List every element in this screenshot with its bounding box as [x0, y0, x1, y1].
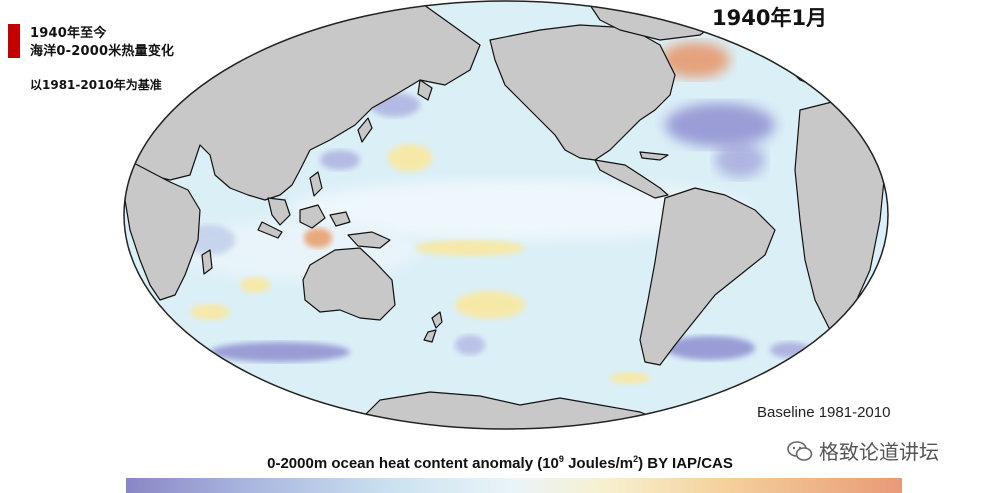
watermark-text: 格致论道讲坛	[819, 440, 939, 464]
cool-anomaly-southern-ocean	[210, 342, 350, 362]
land-australia	[302, 247, 396, 321]
land-south-america	[639, 187, 776, 366]
globe-outline	[123, 0, 889, 430]
land-africa	[124, 159, 201, 301]
title-accent-bar	[8, 24, 20, 58]
title-line-2: 海洋0-2000米热量变化	[30, 44, 175, 59]
baseline-note-cn: 以1981-2010年为基准	[30, 78, 162, 92]
hot-anomaly-north-atlantic	[660, 42, 730, 78]
warm-anomaly-north-pacific	[388, 144, 432, 172]
date-label: 1940年1月	[712, 6, 828, 30]
colorbar	[126, 478, 902, 493]
colorbar-title: 0-2000m ocean heat content anomaly (109 …	[267, 454, 733, 472]
wechat-icon	[787, 440, 813, 461]
title-line-1: 1940年至今	[30, 26, 107, 41]
cool-anomaly-north-atlantic	[665, 103, 775, 147]
watermark: 格致论道讲坛	[787, 436, 939, 465]
baseline-note-en: Baseline 1981-2010	[757, 404, 891, 421]
